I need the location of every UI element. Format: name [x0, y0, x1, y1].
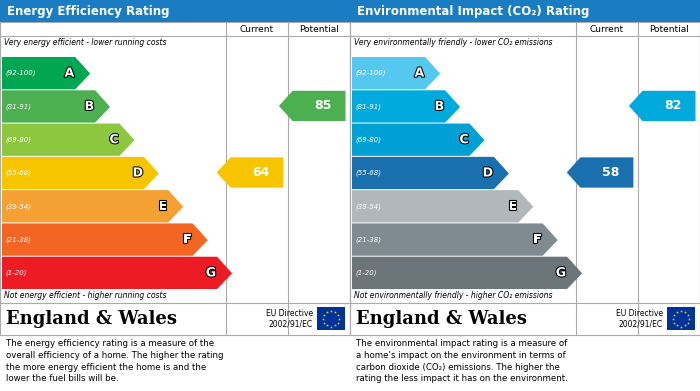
Text: England & Wales: England & Wales [356, 310, 527, 328]
Text: (21-38): (21-38) [355, 236, 381, 243]
Text: C: C [109, 133, 118, 146]
Text: Energy Efficiency Rating: Energy Efficiency Rating [7, 5, 169, 18]
Polygon shape [2, 157, 159, 189]
Text: (92-100): (92-100) [355, 70, 386, 76]
Text: England & Wales: England & Wales [6, 310, 177, 328]
Text: E: E [159, 200, 167, 213]
Text: (1-20): (1-20) [5, 270, 27, 276]
Text: (39-54): (39-54) [355, 203, 381, 210]
Text: (55-68): (55-68) [355, 170, 381, 176]
Text: C: C [459, 133, 468, 146]
Text: Environmental Impact (CO₂) Rating: Environmental Impact (CO₂) Rating [357, 5, 589, 18]
Text: A: A [64, 66, 74, 80]
Bar [667, 307, 695, 330]
Text: (81-91): (81-91) [355, 103, 381, 110]
Bar [350, 22, 700, 335]
Text: EU Directive
2002/91/EC: EU Directive 2002/91/EC [616, 309, 663, 329]
Bar [350, 0, 700, 22]
Bar [0, 22, 350, 335]
Text: Potential: Potential [649, 25, 689, 34]
Text: Not environmentally friendly - higher CO₂ emissions: Not environmentally friendly - higher CO… [354, 291, 552, 300]
Polygon shape [2, 190, 183, 222]
Polygon shape [352, 57, 440, 89]
Text: F: F [183, 233, 192, 246]
Polygon shape [629, 91, 696, 121]
Text: D: D [483, 167, 493, 179]
Text: 82: 82 [664, 99, 682, 113]
Polygon shape [352, 157, 509, 189]
Polygon shape [567, 157, 634, 188]
Polygon shape [352, 223, 558, 256]
Bar [317, 307, 345, 330]
Text: (39-54): (39-54) [5, 203, 31, 210]
Polygon shape [2, 223, 208, 256]
Polygon shape [2, 124, 134, 156]
Text: Current: Current [590, 25, 624, 34]
Polygon shape [2, 90, 110, 122]
Text: (69-80): (69-80) [355, 136, 381, 143]
Text: Very energy efficient - lower running costs: Very energy efficient - lower running co… [4, 38, 167, 47]
Text: G: G [206, 266, 216, 279]
Polygon shape [217, 157, 284, 188]
Text: The energy efficiency rating is a measure of the
overall efficiency of a home. T: The energy efficiency rating is a measur… [6, 339, 223, 384]
Text: B: B [435, 100, 444, 113]
Text: (81-91): (81-91) [5, 103, 31, 110]
Text: (92-100): (92-100) [5, 70, 36, 76]
Polygon shape [352, 190, 533, 222]
Polygon shape [352, 124, 484, 156]
Text: G: G [556, 266, 566, 279]
Text: (69-80): (69-80) [5, 136, 31, 143]
Text: The environmental impact rating is a measure of
a home's impact on the environme: The environmental impact rating is a mea… [356, 339, 568, 384]
Text: EU Directive
2002/91/EC: EU Directive 2002/91/EC [266, 309, 313, 329]
Polygon shape [352, 257, 582, 289]
Text: Potential: Potential [299, 25, 339, 34]
Text: 64: 64 [252, 166, 270, 179]
Text: D: D [133, 167, 143, 179]
Text: F: F [533, 233, 542, 246]
Text: A: A [414, 66, 424, 80]
Polygon shape [352, 90, 460, 122]
Text: 58: 58 [602, 166, 620, 179]
Text: Very environmentally friendly - lower CO₂ emissions: Very environmentally friendly - lower CO… [354, 38, 552, 47]
Polygon shape [279, 91, 346, 121]
Polygon shape [2, 257, 232, 289]
Text: Current: Current [240, 25, 274, 34]
Text: Not energy efficient - higher running costs: Not energy efficient - higher running co… [4, 291, 167, 300]
Text: (55-68): (55-68) [5, 170, 31, 176]
Text: 85: 85 [314, 99, 332, 113]
Text: (1-20): (1-20) [355, 270, 377, 276]
Bar [0, 0, 350, 22]
Bar [0, 303, 350, 335]
Text: E: E [509, 200, 517, 213]
Polygon shape [2, 57, 90, 89]
Bar [350, 303, 700, 335]
Text: B: B [85, 100, 94, 113]
Text: (21-38): (21-38) [5, 236, 31, 243]
